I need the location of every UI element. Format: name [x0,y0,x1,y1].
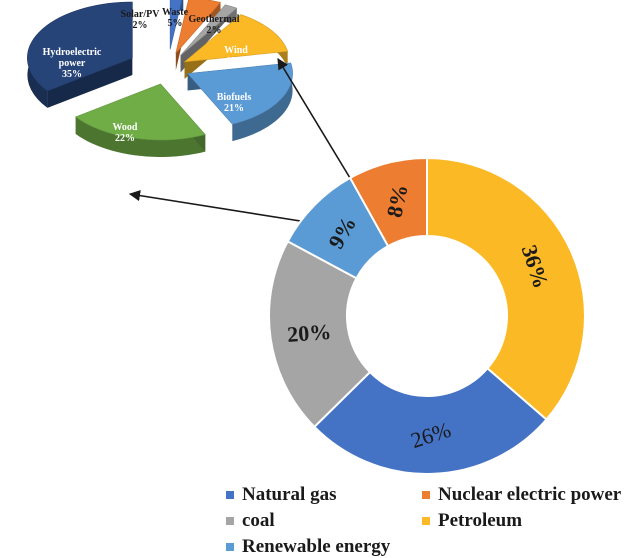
legend: Natural gas Nuclear electric power coal Pet… [226,484,632,558]
pie3d-slice-wind [183,14,289,63]
pie3d-wall-hydroelectric-power [47,58,133,108]
legend-label: Petroleum [438,510,523,531]
pie3d-label-geothermal: Geothermal 2% [188,14,239,36]
pie3d-slice-geothermal [180,4,238,56]
arrow-to-wind [277,58,351,179]
legend-label: Nuclear electric power [438,484,622,505]
donut-slice-coal [268,240,372,429]
legend-item-nuclear-electric-power: Nuclear electric power [422,484,621,506]
legend-swatch [226,517,234,525]
donut-slice-natural-gas [312,366,548,475]
connector-arrows [128,58,351,227]
pie3d-label-wind: Wind 13% [224,45,248,67]
legend-item-coal: coal [226,510,275,532]
legend-label: Renewable energy [242,536,391,557]
legend-item-natural-gas: Natural gas [226,484,336,506]
pie3d-slice-hydroelectric-power [27,1,133,92]
donut-slice-petroleum [426,156,586,421]
donut-label-coal: 20% [286,319,332,347]
renewable-breakdown-pie: Solar/PV 2%Waste 5% Geothermal 2% Wind 13% Biof… [27,0,293,157]
pie3d-side-biofuels [232,62,293,142]
pie3d-label-wood: Wood 22% [112,122,137,144]
donut-slice-nuclear-electric-power [348,156,428,248]
pie3d-slice-biofuels [186,62,293,125]
legend-label: Natural gas [242,484,337,505]
legend-item-renewable-energy: Renewable energy [226,536,390,558]
pie3d-side-wood [75,116,206,157]
energy-donut: 36%26%20%9%8% [268,156,586,475]
legend-swatch [422,491,430,499]
pie3d-label-biofuels: Biofuels 21% [217,92,252,114]
pie3d-slice-waste [175,0,222,54]
pie3d-label-solar-pv: Solar/PV 2% [121,9,161,31]
legend-swatch [422,517,430,525]
legend-item-petroleum: Petroleum [422,510,522,532]
pie3d-slice-solar-pv [169,0,183,50]
pie3d-label-waste: Waste 5% [162,7,189,29]
legend-swatch [226,543,234,551]
arrow-to-wood [128,190,333,227]
legend-label: coal [242,510,275,531]
legend-swatch [226,491,234,499]
pie3d-label-hydroelectric-power: Hydroelectric power 35% [43,47,102,80]
pie3d-slice-wood [74,83,206,141]
